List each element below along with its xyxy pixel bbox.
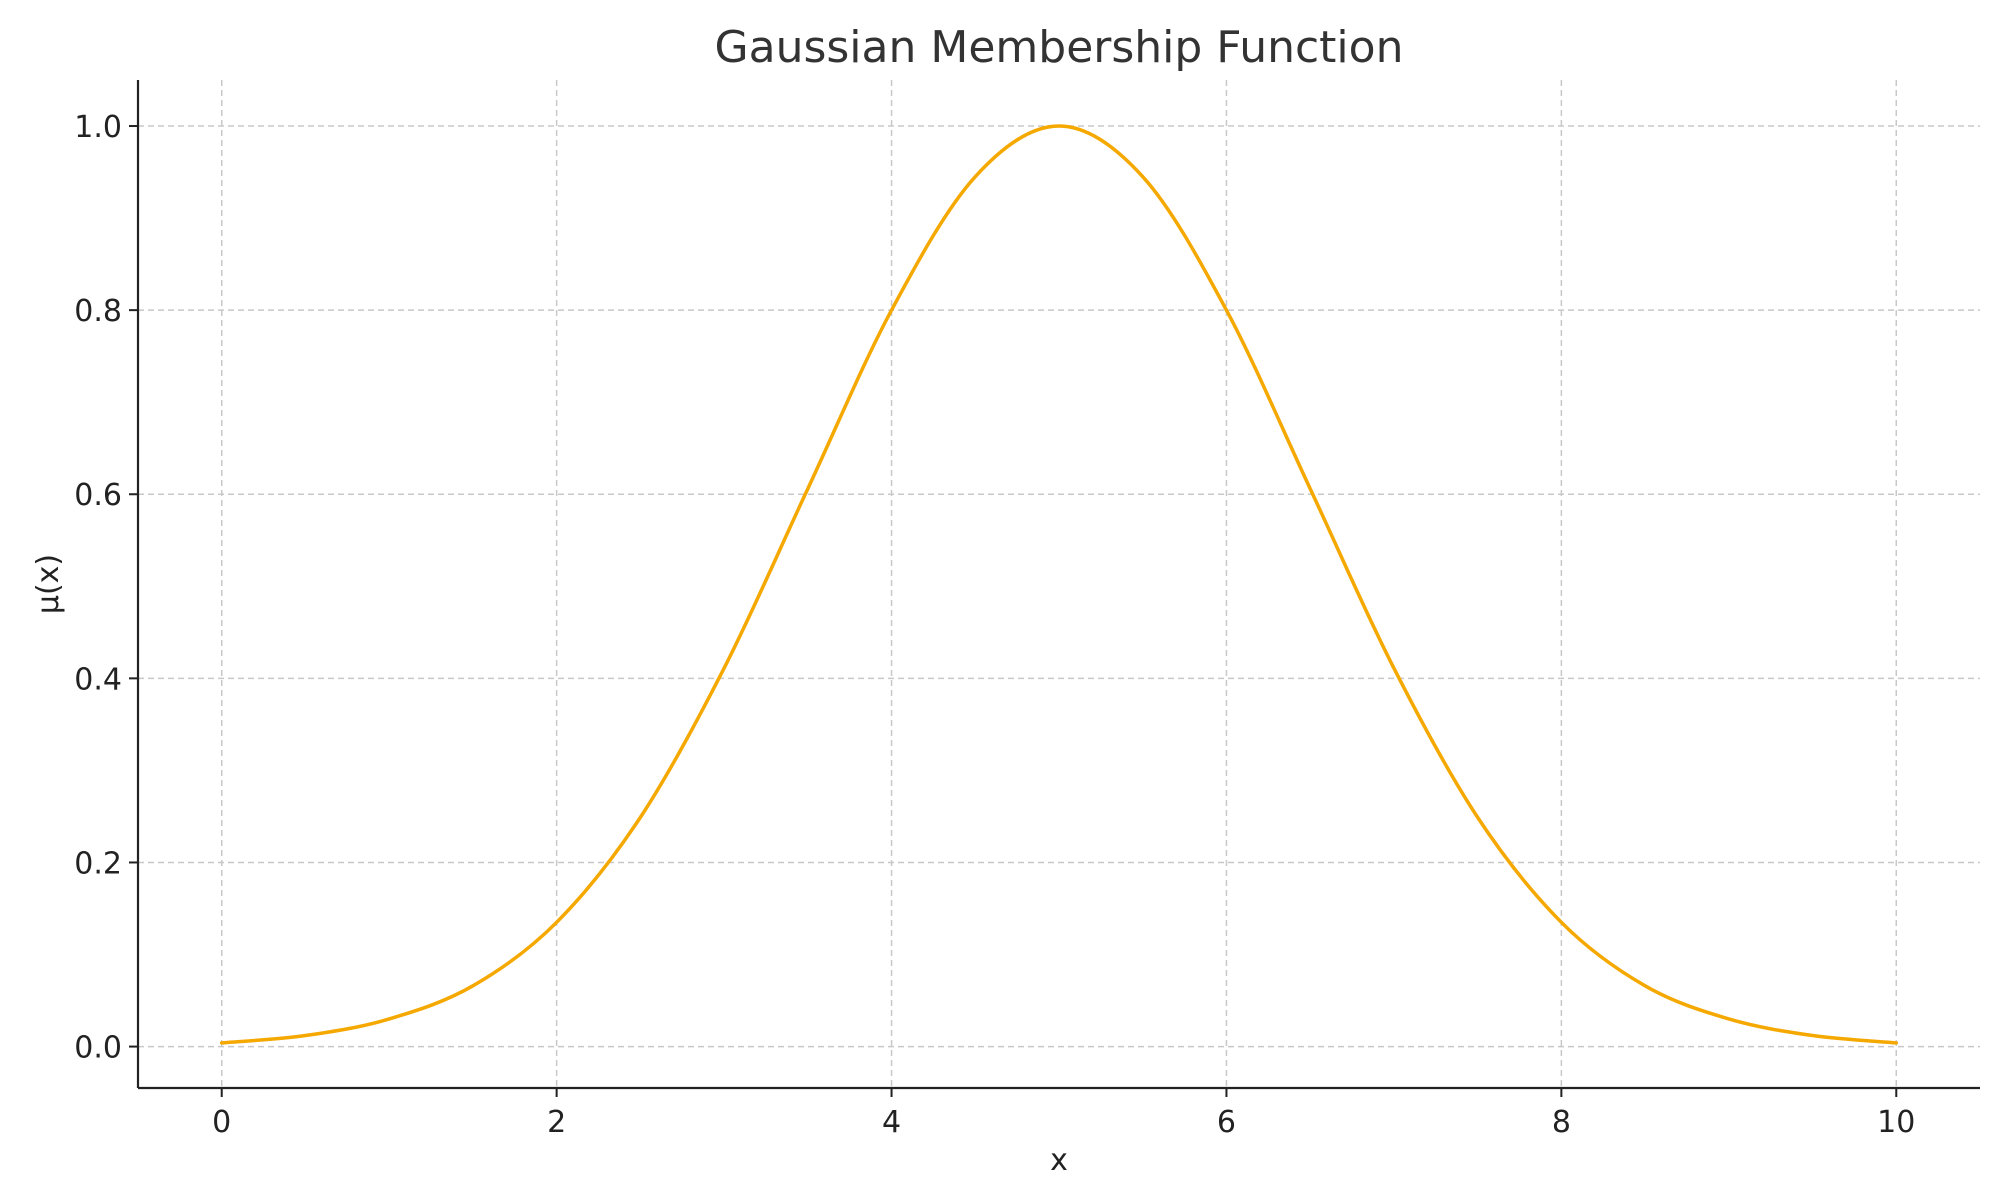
x-tick-label: 0 — [212, 1105, 231, 1140]
x-tick-label: 8 — [1552, 1105, 1571, 1140]
x-tick-label: 6 — [1217, 1105, 1236, 1140]
series-layer — [219, 124, 1899, 1045]
x-tick-label: 4 — [882, 1105, 901, 1140]
chart-title: Gaussian Membership Function — [715, 22, 1404, 73]
grid — [138, 80, 1980, 1088]
x-axis-label: x — [1050, 1143, 1068, 1178]
x-tick-label: 2 — [547, 1105, 566, 1140]
series-line — [219, 124, 1899, 1045]
y-tick-label: 0.6 — [74, 478, 122, 513]
x-tick-label: 10 — [1877, 1105, 1915, 1140]
y-tick-label: 0.8 — [74, 294, 122, 329]
y-tick-label: 0.4 — [74, 662, 122, 697]
y-axis-ticks: 0.0 0.2 0.4 0.6 0.8 1.0 — [74, 110, 138, 1066]
y-tick-label: 0.0 — [74, 1031, 122, 1066]
x-axis-ticks: 0 2 4 6 8 10 — [212, 1088, 1915, 1140]
y-tick-label: 0.2 — [74, 846, 122, 881]
y-tick-label: 1.0 — [74, 110, 122, 145]
axes — [136, 80, 1980, 1090]
y-axis-label: μ(x) — [31, 554, 66, 614]
